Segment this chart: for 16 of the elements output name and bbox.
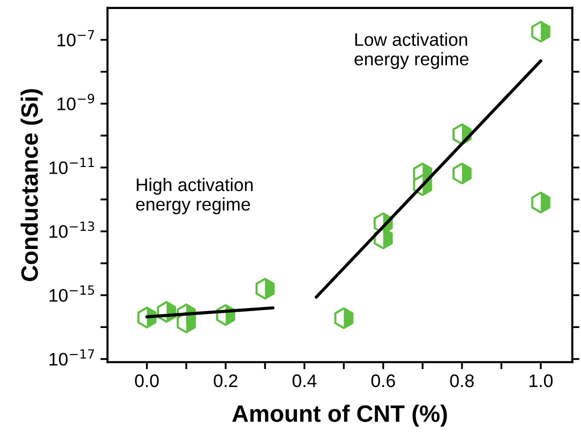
x-axis-title: Amount of CNT (%) (232, 404, 447, 427)
x-tick-label: 0.6 (371, 374, 395, 388)
annotation: High activation energy regime (136, 178, 253, 214)
x-tick-label: 0.0 (135, 374, 159, 388)
y-tick-label: 10$^{−15}$ (50, 285, 94, 302)
y-tick-label: 10$^{−13}$ (50, 221, 94, 238)
y-tick-label: 10$^{−7}$ (58, 30, 94, 46)
y-axis-title: Conductance (Si) (20, 89, 43, 282)
y-tick-label: 10$^{−11}$ (50, 158, 94, 174)
x-tick-label: 0.4 (292, 374, 316, 388)
x-tick-label: 0.8 (450, 374, 474, 388)
x-tick-label: 1.0 (530, 374, 553, 388)
annotation: Low activation energy regime (354, 32, 468, 69)
y-tick-label: 10$^{−9}$ (58, 94, 94, 110)
y-tick-label: 10$^{−17}$ (50, 349, 94, 366)
x-tick-label: 0.2 (214, 374, 238, 388)
